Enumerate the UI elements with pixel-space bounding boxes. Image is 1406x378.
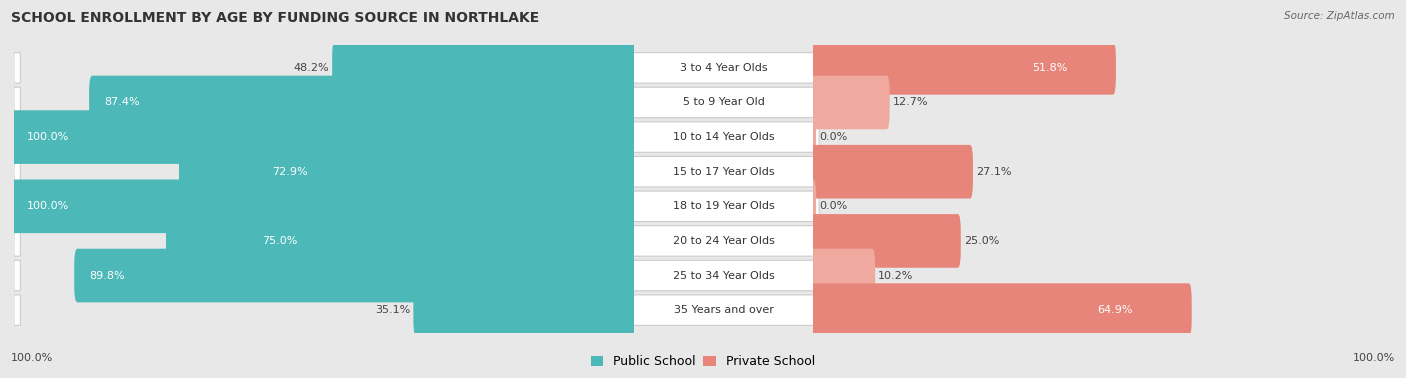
FancyBboxPatch shape [14, 226, 20, 256]
FancyBboxPatch shape [332, 41, 637, 94]
Text: 0.0%: 0.0% [820, 132, 848, 142]
FancyBboxPatch shape [630, 53, 817, 83]
FancyBboxPatch shape [810, 214, 960, 268]
Text: 27.1%: 27.1% [976, 167, 1011, 177]
FancyBboxPatch shape [630, 122, 817, 152]
Text: Source: ZipAtlas.com: Source: ZipAtlas.com [1284, 11, 1395, 21]
Text: 72.9%: 72.9% [273, 167, 308, 177]
Text: 89.8%: 89.8% [90, 271, 125, 280]
FancyBboxPatch shape [11, 180, 637, 233]
FancyBboxPatch shape [810, 180, 815, 233]
Text: 48.2%: 48.2% [294, 63, 329, 73]
Text: 10.2%: 10.2% [877, 271, 914, 280]
FancyBboxPatch shape [810, 284, 1192, 337]
FancyBboxPatch shape [14, 295, 20, 325]
FancyBboxPatch shape [813, 53, 820, 83]
FancyBboxPatch shape [630, 87, 817, 118]
Text: 100.0%: 100.0% [27, 132, 69, 142]
Text: 35 Years and over: 35 Years and over [673, 305, 773, 315]
FancyBboxPatch shape [75, 249, 637, 302]
FancyBboxPatch shape [810, 110, 815, 164]
FancyBboxPatch shape [813, 295, 820, 325]
Text: 64.9%: 64.9% [1097, 305, 1132, 315]
FancyBboxPatch shape [11, 110, 637, 164]
FancyBboxPatch shape [813, 122, 820, 152]
FancyBboxPatch shape [14, 87, 20, 118]
Text: 15 to 17 Year Olds: 15 to 17 Year Olds [673, 167, 775, 177]
FancyBboxPatch shape [14, 260, 20, 291]
Text: 5 to 9 Year Old: 5 to 9 Year Old [683, 98, 765, 107]
Text: 35.1%: 35.1% [375, 305, 411, 315]
Text: 18 to 19 Year Olds: 18 to 19 Year Olds [673, 201, 775, 211]
FancyBboxPatch shape [89, 76, 637, 129]
FancyBboxPatch shape [813, 260, 820, 291]
FancyBboxPatch shape [14, 122, 20, 152]
Text: 100.0%: 100.0% [27, 201, 69, 211]
FancyBboxPatch shape [630, 156, 817, 187]
FancyBboxPatch shape [810, 249, 875, 302]
FancyBboxPatch shape [813, 156, 820, 187]
Text: 3 to 4 Year Olds: 3 to 4 Year Olds [681, 63, 768, 73]
Text: 51.8%: 51.8% [1032, 63, 1069, 73]
Text: 87.4%: 87.4% [104, 98, 141, 107]
Text: 75.0%: 75.0% [262, 236, 298, 246]
Text: 100.0%: 100.0% [11, 353, 53, 363]
Text: 100.0%: 100.0% [1353, 353, 1395, 363]
Text: 25.0%: 25.0% [963, 236, 1000, 246]
FancyBboxPatch shape [14, 53, 20, 83]
FancyBboxPatch shape [813, 87, 820, 118]
FancyBboxPatch shape [810, 41, 1116, 94]
FancyBboxPatch shape [810, 145, 973, 198]
FancyBboxPatch shape [630, 191, 817, 222]
Text: SCHOOL ENROLLMENT BY AGE BY FUNDING SOURCE IN NORTHLAKE: SCHOOL ENROLLMENT BY AGE BY FUNDING SOUR… [11, 11, 540, 25]
FancyBboxPatch shape [810, 76, 890, 129]
FancyBboxPatch shape [813, 226, 820, 256]
FancyBboxPatch shape [14, 191, 20, 222]
FancyBboxPatch shape [14, 156, 20, 187]
Text: 20 to 24 Year Olds: 20 to 24 Year Olds [672, 236, 775, 246]
Text: 12.7%: 12.7% [893, 98, 928, 107]
FancyBboxPatch shape [166, 214, 637, 268]
Legend: Public School, Private School: Public School, Private School [591, 355, 815, 368]
FancyBboxPatch shape [630, 226, 817, 256]
Text: 25 to 34 Year Olds: 25 to 34 Year Olds [673, 271, 775, 280]
FancyBboxPatch shape [630, 295, 817, 325]
Text: 0.0%: 0.0% [820, 201, 848, 211]
Text: 10 to 14 Year Olds: 10 to 14 Year Olds [673, 132, 775, 142]
FancyBboxPatch shape [813, 191, 820, 222]
FancyBboxPatch shape [630, 260, 817, 291]
FancyBboxPatch shape [179, 145, 637, 198]
FancyBboxPatch shape [413, 284, 637, 337]
